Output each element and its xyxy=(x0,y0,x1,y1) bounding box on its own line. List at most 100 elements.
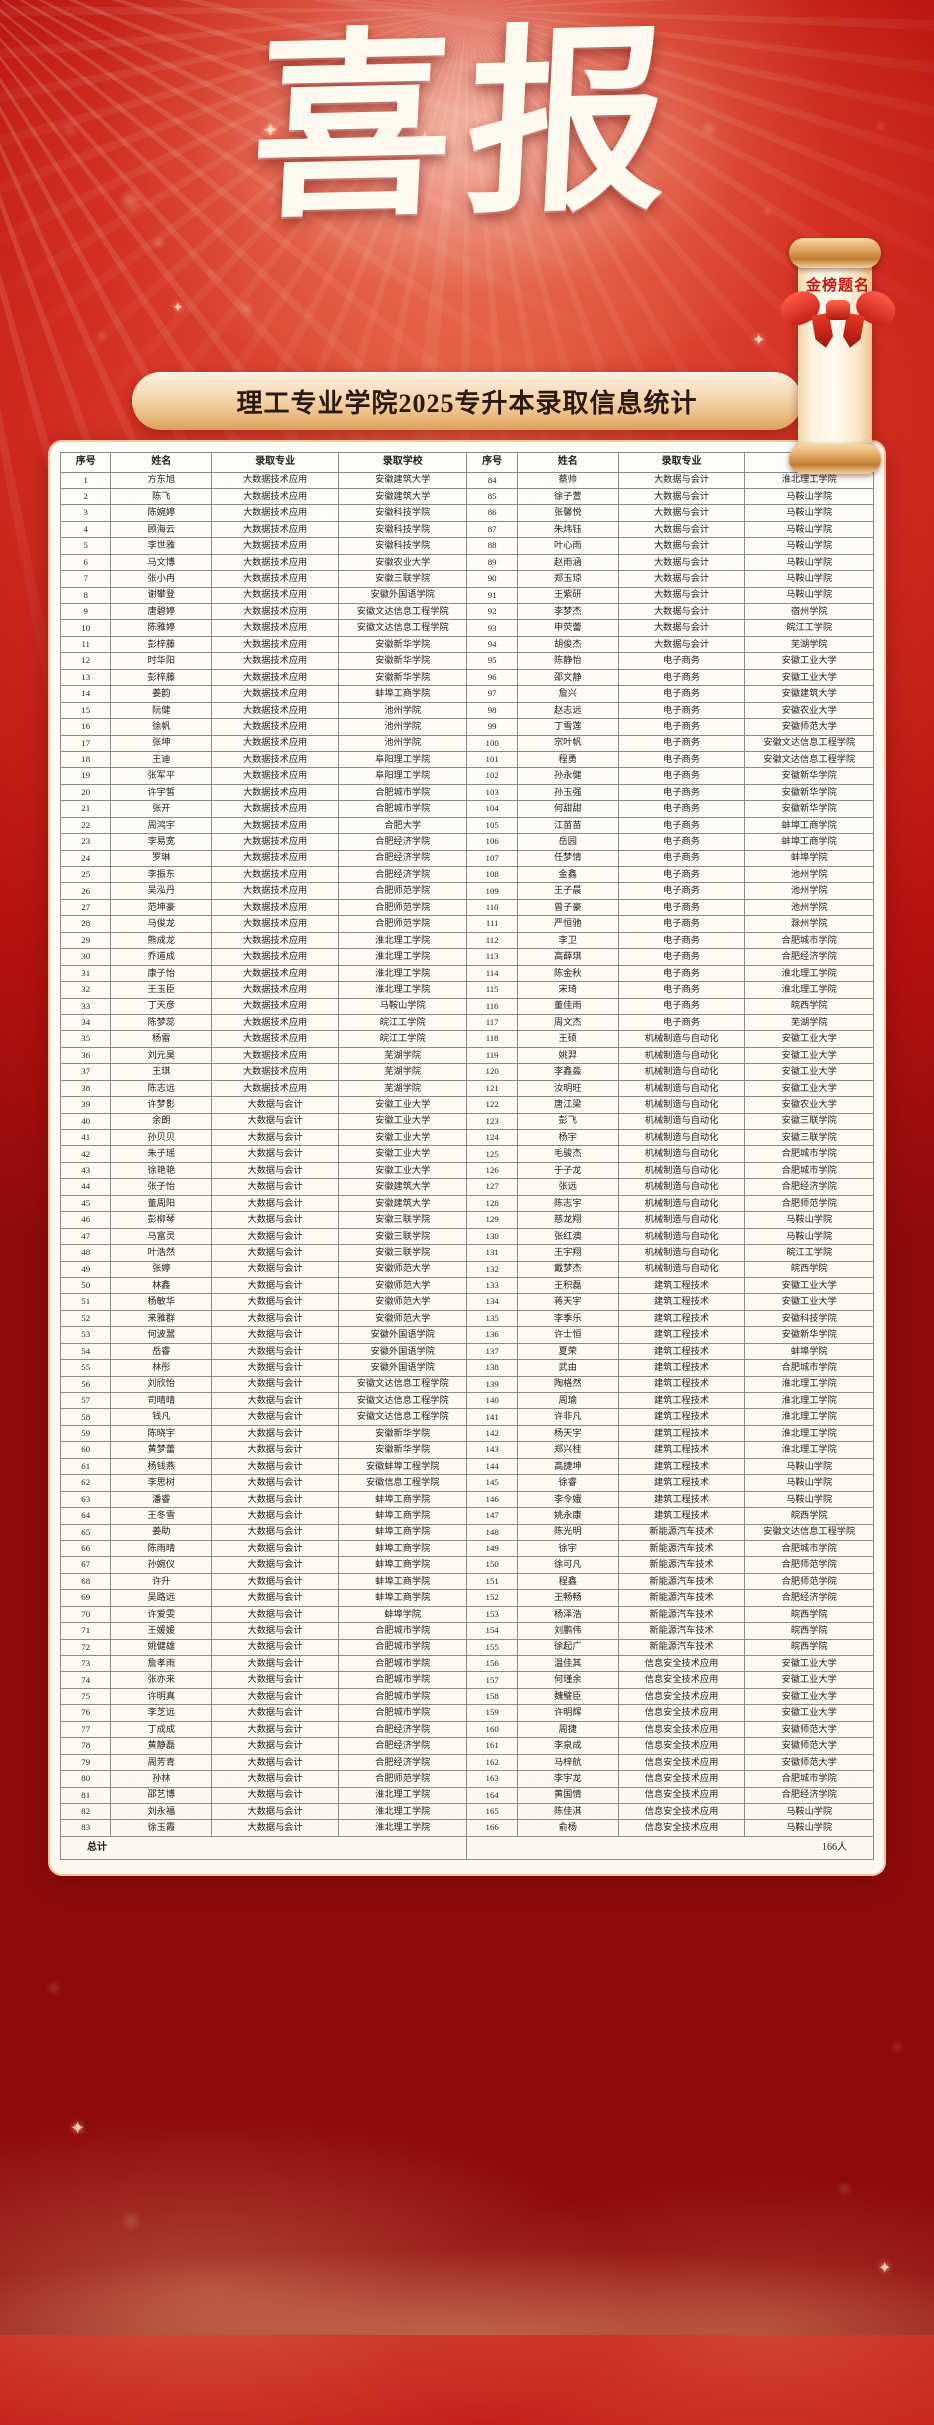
cell-r37-c2: 大数据技术应用 xyxy=(211,1079,339,1098)
table-row: 82 刘永福 大数据与会计 淮北理工学院 165 陈佳淇 信息安全技术应用 马鞍山学院 xyxy=(59,1802,874,1821)
cell-r56-c0: 57 xyxy=(59,1391,112,1410)
cell-r79-c6: 信息安全技术应用 xyxy=(617,1770,746,1788)
cell-r10-c1: 彭梓藤 xyxy=(110,635,213,654)
cell-r17-c2: 大数据技术应用 xyxy=(211,750,339,769)
cell-r77-c2: 大数据与会计 xyxy=(211,1737,339,1755)
bokeh-dot xyxy=(152,236,166,250)
cell-r60-c6: 建筑工程技术 xyxy=(617,1457,746,1476)
cell-r41-c4: 125 xyxy=(466,1145,518,1163)
cell-r65-c2: 大数据与会计 xyxy=(211,1539,339,1558)
cell-r2-c6: 大数据与会计 xyxy=(617,504,746,522)
table-header-row: 序号姓名录取专业录取学校序号姓名录取专业录取学校 xyxy=(59,452,874,473)
table-row: 54 岳睿 大数据与会计 安徽外国语学院 137 夏荣 建筑工程技术 蚌埠学院 xyxy=(59,1342,874,1361)
cell-r57-c7: 淮北理工学院 xyxy=(744,1408,874,1426)
cell-r63-c2: 大数据与会计 xyxy=(211,1507,339,1525)
cell-r55-c1: 刘欣怡 xyxy=(110,1375,213,1394)
cell-r65-c3: 蚌埠工商学院 xyxy=(337,1539,468,1558)
cell-r53-c7: 蚌埠学院 xyxy=(744,1342,874,1361)
table-row: 5 李世雅 大数据技术应用 安徽科技学院 88 叶心雨 大数据与会计 马鞍山学院 xyxy=(59,537,874,555)
cell-r1-c7: 马鞍山学院 xyxy=(744,487,874,506)
cell-r70-c2: 大数据与会计 xyxy=(211,1622,339,1640)
cell-r45-c3: 安徽三联学院 xyxy=(337,1211,468,1229)
cell-r12-c3: 安徽新华学院 xyxy=(337,668,468,687)
cell-r30-c0: 31 xyxy=(59,964,112,983)
cell-r55-c5: 陶格然 xyxy=(516,1375,619,1394)
table-row: 59 陈晓宇 大数据与会计 安徽新华学院 142 杨天宇 建筑工程技术 淮北理工学院 xyxy=(59,1424,874,1443)
cell-r19-c3: 合肥城市学院 xyxy=(337,783,468,802)
cell-r56-c2: 大数据与会计 xyxy=(211,1391,339,1410)
cell-r52-c0: 53 xyxy=(59,1326,112,1344)
cell-r79-c7: 合肥城市学院 xyxy=(744,1770,874,1788)
cell-r67-c0: 68 xyxy=(59,1572,112,1591)
cell-r54-c5: 武由 xyxy=(516,1359,619,1377)
cell-r79-c1: 孙林 xyxy=(110,1770,213,1788)
cell-r74-c2: 大数据与会计 xyxy=(211,1687,339,1706)
cell-r6-c6: 大数据与会计 xyxy=(617,570,746,588)
cell-r39-c1: 余朗 xyxy=(110,1112,213,1131)
cell-r32-c4: 116 xyxy=(466,997,518,1015)
cell-r1-c4: 85 xyxy=(466,487,518,506)
scroll-paper xyxy=(798,254,872,450)
cell-r42-c0: 43 xyxy=(59,1161,112,1180)
cell-r21-c0: 22 xyxy=(59,816,112,835)
table-foot: 总计 166人 xyxy=(59,1835,874,1861)
cell-r16-c5: 宗叶帆 xyxy=(516,734,619,752)
cell-r3-c3: 安徽科技学院 xyxy=(337,520,468,539)
cell-r19-c1: 许宇皙 xyxy=(110,783,213,802)
cell-r16-c2: 大数据技术应用 xyxy=(211,734,339,752)
cell-r61-c5: 徐睿 xyxy=(516,1474,619,1492)
cell-r67-c4: 151 xyxy=(466,1572,518,1591)
cell-r60-c2: 大数据与会计 xyxy=(211,1457,339,1476)
table-row: 74 张亦来 大数据与会计 合肥城市学院 157 何瑾余 信息安全技术应用 安徽工业大学 xyxy=(59,1671,874,1689)
cell-r23-c2: 大数据技术应用 xyxy=(211,849,339,868)
cell-r37-c6: 机械制造与自动化 xyxy=(617,1079,746,1098)
cell-r65-c1: 陈雨晴 xyxy=(110,1539,213,1558)
cell-r52-c1: 何波翯 xyxy=(110,1326,213,1344)
cell-r34-c0: 35 xyxy=(59,1030,112,1048)
cell-r10-c4: 94 xyxy=(466,635,518,654)
cell-r0-c4: 84 xyxy=(466,471,518,489)
cell-r19-c4: 103 xyxy=(466,783,518,802)
bokeh-dot xyxy=(875,120,887,132)
cell-r57-c1: 钱凡 xyxy=(110,1408,213,1426)
table-row: 6 马文博 大数据技术应用 安徽农业大学 89 赵雨涵 大数据与会计 马鞍山学院 xyxy=(59,553,874,572)
cell-r49-c4: 133 xyxy=(466,1276,518,1295)
cell-r23-c3: 合肥经济学院 xyxy=(337,849,468,868)
cell-r12-c6: 电子商务 xyxy=(617,668,746,687)
cell-r15-c6: 电子商务 xyxy=(617,718,746,736)
cell-r64-c6: 新能源汽车技术 xyxy=(617,1523,746,1541)
bokeh-dot xyxy=(268,196,277,205)
cell-r56-c4: 140 xyxy=(466,1391,518,1410)
cell-r80-c4: 164 xyxy=(466,1786,518,1804)
cell-r68-c7: 合肥经济学院 xyxy=(744,1589,874,1607)
cell-r31-c4: 115 xyxy=(466,981,518,999)
scroll-ornament: 金榜题名 xyxy=(775,236,901,476)
cell-r30-c7: 淮北理工学院 xyxy=(744,964,874,983)
cell-r71-c7: 皖西学院 xyxy=(744,1638,874,1657)
cell-r45-c7: 马鞍山学院 xyxy=(744,1211,874,1229)
cell-r80-c2: 大数据与会计 xyxy=(211,1786,339,1804)
cell-r31-c1: 王玉臣 xyxy=(110,981,213,999)
cell-r35-c4: 119 xyxy=(466,1046,518,1065)
table-row: 42 朱子瑶 大数据与会计 安徽工业大学 125 毛骏杰 机械制造与自动化 合肥城市学院 xyxy=(59,1145,874,1163)
table-row: 78 黄静磊 大数据与会计 合肥经济学院 161 李泉成 信息安全技术应用 安徽师范大学 xyxy=(59,1737,874,1755)
table-row: 22 周鸿宇 大数据技术应用 合肥大学 105 江苗苗 电子商务 蚌埠工商学院 xyxy=(59,816,874,835)
table-row: 67 孙婉仪 大数据与会计 蚌埠工商学院 150 徐可凡 新能源汽车技术 合肥师范学院 xyxy=(59,1556,874,1574)
cell-r33-c2: 大数据技术应用 xyxy=(211,1013,339,1032)
cell-r3-c0: 4 xyxy=(59,520,112,539)
cell-r20-c7: 安徽新华学院 xyxy=(744,800,874,818)
cell-r72-c0: 73 xyxy=(59,1654,112,1673)
table-head: 序号姓名录取专业录取学校序号姓名录取专业录取学校 xyxy=(59,452,874,473)
cell-r62-c6: 建筑工程技术 xyxy=(617,1490,746,1509)
cell-r19-c6: 电子商务 xyxy=(617,783,746,802)
cell-r20-c0: 21 xyxy=(59,800,112,818)
cell-r9-c2: 大数据技术应用 xyxy=(211,619,339,637)
cell-r35-c1: 刘元昊 xyxy=(110,1046,213,1065)
table-row: 8 谢攀登 大数据技术应用 安徽外国语学院 91 王紫研 大数据与会计 马鞍山学院 xyxy=(59,586,874,605)
cell-r13-c7: 安徽建筑大学 xyxy=(744,685,874,703)
cell-r33-c4: 117 xyxy=(466,1013,518,1032)
cell-r14-c7: 安徽农业大学 xyxy=(744,701,874,720)
cell-r68-c6: 新能源汽车技术 xyxy=(617,1589,746,1607)
cell-r71-c0: 72 xyxy=(59,1638,112,1657)
table-row: 51 杨敏华 大数据与会计 安徽师范大学 134 蒋天宇 建筑工程技术 安徽工业大学 xyxy=(59,1293,874,1311)
